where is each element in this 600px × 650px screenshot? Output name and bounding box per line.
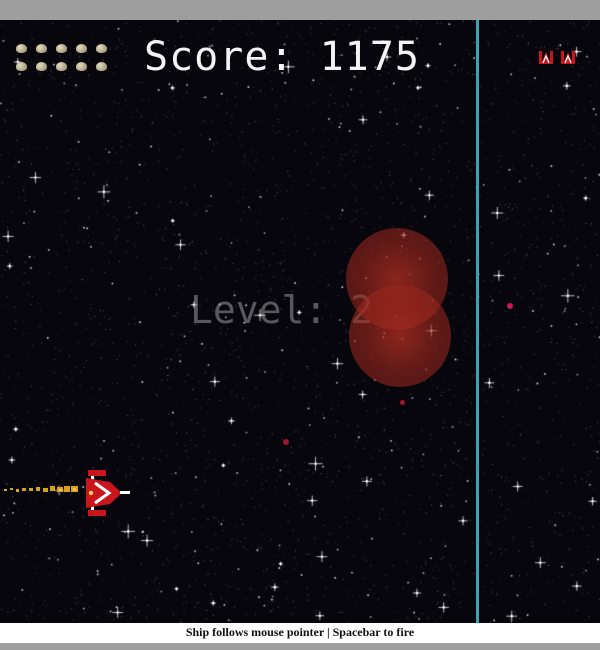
rock-ammo-icon bbox=[76, 62, 87, 71]
rock-ammo-icon bbox=[76, 44, 87, 53]
starfield-background bbox=[0, 20, 600, 623]
game-canvas[interactable]: Score: 1175 Level: 2 bbox=[0, 20, 600, 623]
score-value: 1175 bbox=[319, 34, 420, 80]
explosion-effect bbox=[349, 285, 451, 387]
enemy-projectile bbox=[283, 439, 289, 445]
enemy-projectile bbox=[400, 400, 405, 405]
rock-ammo-icon bbox=[36, 62, 47, 71]
red-fighter-ship-icon bbox=[561, 51, 575, 64]
lives-indicator bbox=[538, 50, 576, 66]
rock-ammo-icon bbox=[56, 44, 67, 53]
rock-ammo-icon bbox=[56, 62, 67, 71]
ammo-indicator bbox=[16, 44, 112, 84]
ship-exhaust-trail bbox=[4, 486, 78, 492]
enemy-projectile bbox=[507, 303, 513, 309]
red-fighter-ship-icon bbox=[539, 51, 553, 64]
level-indicator: Level: 2 bbox=[190, 288, 373, 332]
rock-ammo-icon bbox=[36, 44, 47, 53]
score-label: Score: bbox=[144, 34, 295, 80]
level-label: Level: bbox=[190, 288, 328, 332]
footer-instructions: Ship follows mouse pointer | Spacebar to… bbox=[0, 623, 600, 643]
score-display: Score: 1175 bbox=[144, 34, 420, 80]
rock-ammo-icon bbox=[96, 44, 107, 53]
rock-ammo-icon bbox=[96, 62, 107, 71]
player-ship bbox=[86, 470, 130, 516]
playfield-divider bbox=[476, 20, 479, 623]
rock-ammo-icon bbox=[16, 62, 27, 71]
rock-ammo-icon bbox=[16, 44, 27, 53]
